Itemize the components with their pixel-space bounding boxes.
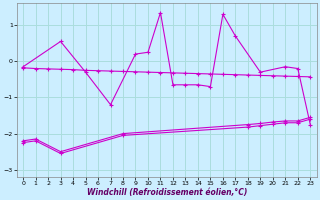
X-axis label: Windchill (Refroidissement éolien,°C): Windchill (Refroidissement éolien,°C)	[86, 188, 247, 197]
